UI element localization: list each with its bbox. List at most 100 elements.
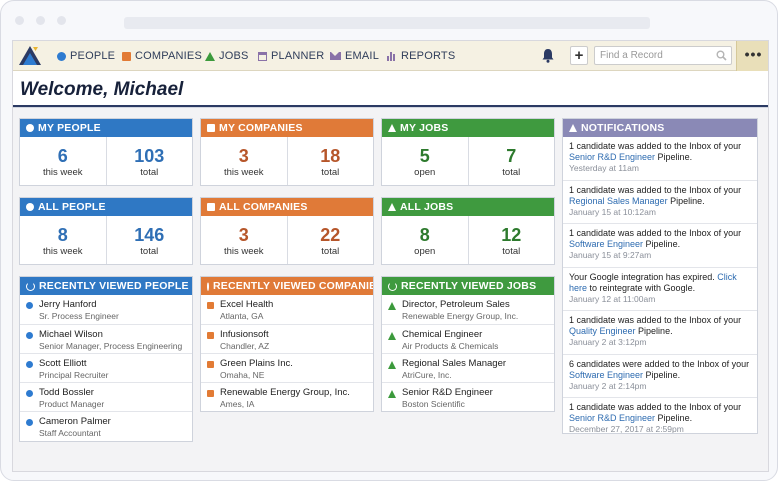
stat-number: 146 (134, 225, 165, 245)
list-item[interactable]: Jerry Hanford Sr. Process Engineer (20, 295, 192, 324)
stat-number: 6 (57, 146, 68, 166)
stat-this-week[interactable]: 8 this week (20, 216, 106, 264)
all-companies-card[interactable]: ALL COMPANIES 3 this week 22 total (200, 197, 374, 265)
list-item[interactable]: Chemical Engineer Air Products & Chemical… (382, 324, 554, 353)
stat-total[interactable]: 103 total (105, 137, 193, 185)
stat-number: 3 (238, 225, 249, 245)
stat-label: this week (42, 167, 83, 178)
stat-number: 7 (506, 146, 517, 166)
item-name: Infusionsoft (220, 329, 269, 340)
notification-text: 1 candidate was added to the Inbox of yo… (569, 315, 742, 325)
notification-link[interactable]: Regional Sales Manager (569, 195, 668, 206)
stat-total[interactable]: 22 total (286, 216, 374, 264)
stat-open[interactable]: 5 open (382, 137, 468, 185)
list-item[interactable]: Green Plains Inc. Omaha, NE (201, 353, 373, 382)
list-item[interactable]: Cameron Palmer Staff Accountant (20, 411, 192, 440)
notification-link[interactable]: Software Engineer (569, 369, 644, 380)
nav-reports[interactable]: REPORTS (387, 49, 455, 63)
notification-text: 1 candidate was added to the Inbox of yo… (569, 402, 742, 412)
nav-planner[interactable]: PLANNER (258, 49, 324, 63)
stat-total[interactable]: 146 total (105, 216, 193, 264)
item-name: Michael Wilson (39, 329, 103, 340)
notification-link[interactable]: Software Engineer (569, 239, 644, 249)
all-jobs-header: ALL JOBS (382, 198, 554, 216)
my-companies-header: MY COMPANIES (201, 119, 373, 137)
person-icon (26, 419, 33, 426)
add-record-button[interactable]: + (570, 46, 588, 65)
card-title: RECENTLY VIEWED PEOPLE (39, 280, 189, 292)
my-jobs-header: MY JOBS (382, 119, 554, 137)
nav-jobs[interactable]: JOBS (205, 49, 249, 63)
list-item[interactable]: Director, Petroleum Sales Renewable Energ… (382, 295, 554, 324)
nav-companies-label: COMPANIES (135, 50, 202, 62)
people-icon (57, 51, 66, 61)
jobs-icon (205, 51, 215, 61)
stat-total[interactable]: 12 total (467, 216, 555, 264)
stat-label: total (502, 246, 521, 257)
list-item[interactable]: Scott Elliott Principal Recruiter (20, 353, 192, 382)
list-item[interactable]: Renewable Energy Group, Inc. Ames, IA (201, 382, 373, 411)
card-title: RECENTLY VIEWED COMPANIES (213, 280, 374, 292)
stat-this-week[interactable]: 6 this week (20, 137, 106, 185)
notification-date: January 15 at 9:27am (569, 250, 652, 260)
nav-reports-label: REPORTS (401, 50, 456, 62)
notification-link[interactable]: Quality Engineer (569, 326, 636, 336)
all-people-card[interactable]: ALL PEOPLE 8 this week 146 total (19, 197, 193, 265)
list-item[interactable]: Regional Sales Manager AtriCure, Inc. (382, 353, 554, 382)
stat-number: 18 (320, 146, 341, 166)
my-people-card[interactable]: MY PEOPLE 6 this week 103 total (19, 118, 193, 186)
list-item[interactable]: Todd Bossler Product Manager (20, 382, 192, 411)
nav-people[interactable]: PEOPLE (57, 49, 115, 63)
item-subtitle: Omaha, NE (220, 370, 265, 380)
stat-label: total (502, 167, 521, 178)
stat-number: 5 (419, 146, 430, 166)
my-people-header: MY PEOPLE (20, 119, 192, 137)
all-jobs-card[interactable]: ALL JOBS 8 open 12 total (381, 197, 555, 265)
notification-link[interactable]: Senior R&D Engineer (569, 152, 656, 162)
nav-email-label: EMAIL (345, 50, 380, 62)
stat-total[interactable]: 7 total (467, 137, 555, 185)
more-menu-button[interactable]: ••• (736, 41, 768, 71)
notification-link[interactable]: Senior R&D Engineer (569, 413, 656, 423)
my-companies-card[interactable]: MY COMPANIES 3 this week 18 total (200, 118, 374, 186)
job-icon (388, 302, 396, 310)
item-subtitle: Chandler, AZ (220, 341, 270, 351)
bell-icon[interactable] (541, 48, 555, 63)
notification-date: December 27, 2017 at 2:59pm (569, 424, 684, 434)
logo-icon[interactable] (17, 44, 43, 68)
search-icon[interactable] (716, 50, 727, 61)
notification-text: 1 candidate was added to the Inbox of yo… (569, 141, 742, 151)
card-title: ALL JOBS (400, 201, 454, 213)
stat-this-week[interactable]: 3 this week (201, 137, 287, 185)
all-companies-header: ALL COMPANIES (201, 198, 373, 216)
stat-number: 22 (320, 225, 341, 245)
item-name: Excel Health (220, 299, 274, 310)
card-title: MY PEOPLE (38, 122, 101, 134)
nav-email[interactable]: EMAIL (330, 49, 379, 63)
list-item[interactable]: Excel Health Atlanta, GA (201, 295, 373, 324)
notification-text: Pipeline. (655, 152, 693, 162)
notification-date: Yesterday at 11am (569, 163, 639, 173)
item-name: Jerry Hanford (39, 299, 97, 310)
page-title: Welcome, Michael (20, 79, 184, 100)
job-icon (388, 332, 396, 340)
person-icon (26, 361, 33, 368)
nav-companies[interactable]: COMPANIES (122, 49, 202, 63)
recent-companies-card: RECENTLY VIEWED COMPANIES Excel Health At… (200, 276, 374, 412)
stat-total[interactable]: 18 total (286, 137, 374, 185)
notification-text: Your Google integration has expired. (569, 271, 718, 282)
list-item[interactable]: Senior R&D Engineer Boston Scientific (382, 382, 554, 411)
list-item[interactable]: Michael Wilson Senior Manager, Process En… (20, 324, 192, 353)
find-record-input[interactable] (594, 46, 732, 65)
stat-open[interactable]: 8 open (382, 216, 468, 264)
notification-date: January 2 at 2:14pm (569, 380, 647, 391)
notification-text: Pipeline. (643, 239, 681, 249)
notification-link[interactable]: Click here (569, 271, 737, 293)
stat-this-week[interactable]: 3 this week (201, 216, 287, 264)
list-item[interactable]: Infusionsoft Chandler, AZ (201, 324, 373, 353)
item-name: Renewable Energy Group, Inc. (220, 387, 350, 398)
my-jobs-card[interactable]: MY JOBS 5 open 7 total (381, 118, 555, 186)
item-name: Regional Sales Manager (402, 358, 507, 369)
calendar-icon (258, 51, 267, 61)
address-bar[interactable] (124, 17, 650, 29)
